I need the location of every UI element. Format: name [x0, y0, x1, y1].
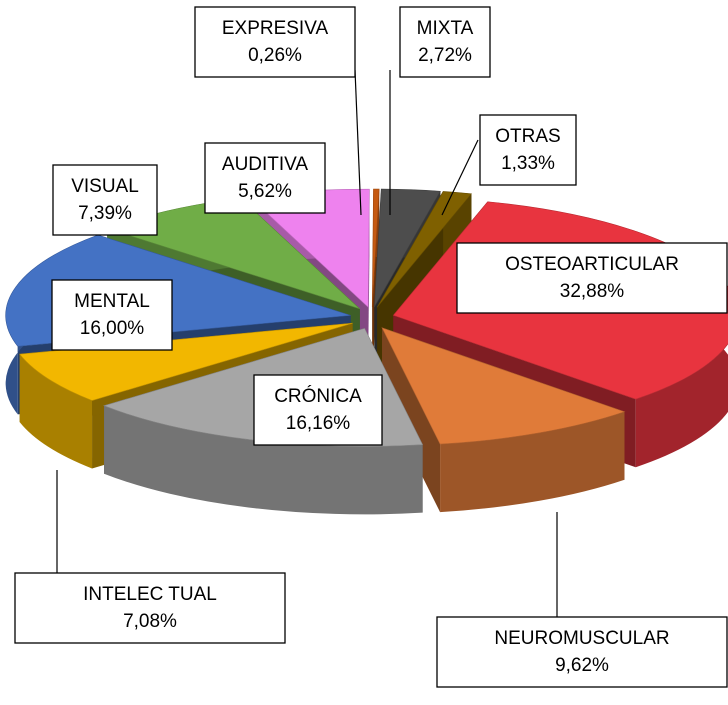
data-label: AUDITIVA 5,62% — [204, 142, 326, 214]
data-label: CRÓNICA 16,16% — [253, 374, 383, 446]
category-label: AUDITIVA — [222, 154, 309, 175]
data-label: VISUAL 7,39% — [52, 164, 158, 236]
data-label: OTRAS 1,33% — [479, 114, 577, 186]
slice — [376, 191, 473, 308]
value-label: 1,33% — [501, 153, 555, 174]
slice-group — [381, 327, 626, 513]
category-label: OTRAS — [495, 126, 560, 147]
category-label: MENTAL — [74, 291, 150, 312]
label-box — [436, 616, 728, 688]
label-box — [456, 242, 728, 314]
pie — [5, 188, 728, 515]
value-label: 7,39% — [78, 203, 132, 224]
labels: MIXTA 2,72% OTRAS 1,33% OSTEOARTICULAR 32,88%… — [14, 6, 728, 688]
category-label: MIXTA — [417, 18, 474, 39]
value-label: 7,08% — [123, 611, 177, 632]
value-label: 0,26% — [248, 45, 302, 66]
slice-wall — [19, 354, 93, 469]
label-box — [204, 142, 326, 214]
category-label: VISUAL — [71, 176, 139, 197]
slice — [374, 188, 441, 308]
slice-wall — [440, 411, 625, 513]
data-label: OSTEOARTICULAR 32,88% — [456, 242, 728, 314]
value-label: 16,16% — [286, 413, 351, 434]
category-label: NEUROMUSCULAR — [494, 628, 669, 649]
data-label: INTELEC TUAL 7,08% — [14, 572, 286, 644]
slice — [371, 188, 380, 308]
data-label: NEUROMUSCULAR 9,62% — [436, 616, 728, 688]
label-box — [51, 279, 173, 351]
slice-side — [382, 327, 441, 513]
value-label: 16,00% — [80, 318, 145, 339]
category-label: EXPRESIVA — [222, 18, 329, 39]
label-box — [194, 6, 356, 78]
value-label: 32,88% — [560, 281, 625, 302]
category-label: OSTEOARTICULAR — [505, 254, 679, 275]
data-label: MIXTA 2,72% — [399, 6, 491, 78]
label-box — [14, 572, 286, 644]
category-label: INTELEC TUAL — [83, 584, 217, 605]
label-box — [52, 164, 158, 236]
label-box — [399, 6, 491, 78]
value-label: 5,62% — [238, 181, 292, 202]
value-label: 9,62% — [555, 655, 609, 676]
data-label: MENTAL 16,00% — [51, 279, 173, 351]
slice — [381, 327, 626, 445]
data-label: EXPRESIVA 0,26% — [194, 6, 356, 78]
leader-line — [354, 69, 362, 216]
leader-line — [441, 139, 479, 216]
category-label: CRÓNICA — [274, 385, 362, 407]
value-label: 2,72% — [418, 45, 472, 66]
label-box — [253, 374, 383, 446]
slice-wall — [104, 405, 423, 515]
label-box — [479, 114, 577, 186]
slice — [19, 322, 353, 401]
